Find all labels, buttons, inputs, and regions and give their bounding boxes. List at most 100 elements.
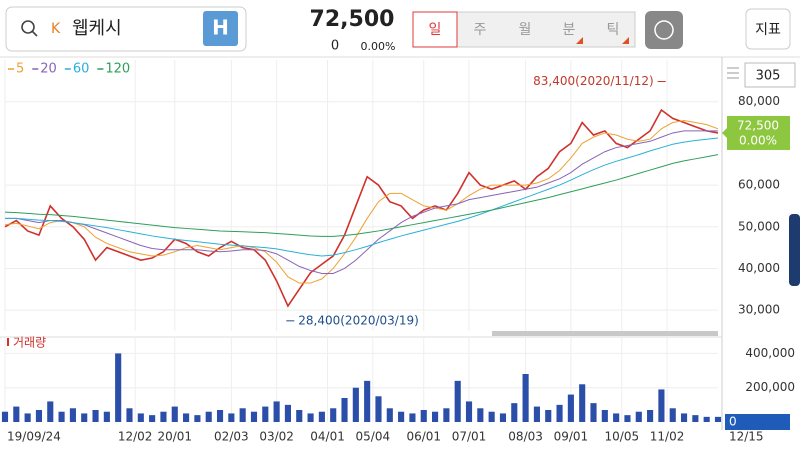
y-tick-label: 30,000 bbox=[738, 303, 780, 317]
scrollbar[interactable] bbox=[492, 331, 718, 336]
y-tick-label: 50,000 bbox=[738, 219, 780, 233]
tab[interactable]: 틱 bbox=[607, 22, 620, 38]
volume-bar bbox=[296, 410, 303, 422]
volume-bar bbox=[160, 411, 167, 422]
volume-current: 0 bbox=[729, 415, 737, 429]
volume-bar bbox=[149, 415, 156, 422]
x-tick-label: 06/01 bbox=[406, 430, 441, 444]
x-tick-label: 19/09/24 bbox=[7, 430, 61, 444]
volume-bar bbox=[680, 413, 688, 422]
volume-bar bbox=[216, 410, 224, 422]
stock-name: 웹케시 bbox=[72, 18, 122, 39]
volume-bar bbox=[579, 384, 586, 422]
search-box[interactable] bbox=[5, 6, 247, 52]
x-tick-label: 12/15 bbox=[729, 430, 764, 444]
volume-bar bbox=[658, 389, 665, 422]
price-line bbox=[4, 119, 719, 284]
price-tag-label: 72,500 bbox=[737, 118, 779, 132]
indicator-button[interactable] bbox=[745, 8, 791, 50]
volume-bar bbox=[545, 410, 552, 422]
x-tick-label: 02/03 bbox=[214, 430, 249, 444]
volume-bar bbox=[47, 401, 54, 422]
tab-arrow bbox=[576, 37, 583, 44]
tool-icon bbox=[654, 20, 674, 40]
volume-bar bbox=[647, 410, 654, 422]
volume-bar bbox=[590, 403, 597, 422]
volume-bar bbox=[250, 411, 258, 422]
volume-bar bbox=[703, 416, 710, 422]
volume-bar bbox=[126, 408, 133, 422]
volume-bar bbox=[69, 408, 76, 422]
volume-bar bbox=[262, 406, 269, 422]
price-line bbox=[4, 108, 719, 308]
volume-bar bbox=[499, 413, 507, 422]
x-tick-label: 08/03 bbox=[508, 430, 543, 444]
tool-button[interactable] bbox=[645, 11, 683, 49]
x-tick-label: 20/01 bbox=[157, 430, 192, 444]
price: 72,500 bbox=[310, 7, 395, 32]
h-button-label: H bbox=[212, 16, 229, 40]
market-badge: K bbox=[51, 21, 61, 37]
volume-bar bbox=[431, 411, 439, 422]
legend-label: 60 bbox=[73, 62, 90, 77]
volume-bar bbox=[567, 394, 574, 422]
price-line bbox=[5, 137, 719, 257]
change: 0 bbox=[331, 39, 339, 54]
side-tab[interactable] bbox=[789, 214, 800, 286]
tab[interactable]: 일 bbox=[429, 22, 442, 38]
x-tick-label: 07/01 bbox=[452, 430, 487, 444]
count: 305 bbox=[756, 69, 781, 84]
y-tick-label: 80,000 bbox=[738, 94, 780, 108]
volume-bar bbox=[398, 411, 405, 422]
volume-title: 거래량 bbox=[13, 336, 46, 350]
volume-bar bbox=[115, 353, 122, 422]
tab[interactable]: 주 bbox=[474, 22, 487, 38]
volume-bar bbox=[465, 401, 473, 422]
volume-bar bbox=[556, 404, 563, 422]
volume-bar bbox=[330, 408, 337, 422]
volume-bar bbox=[488, 411, 495, 422]
search-icon-handle bbox=[31, 30, 38, 37]
volume-bar bbox=[228, 413, 235, 422]
indicator-label: 지표 bbox=[755, 22, 781, 38]
volume-bar bbox=[601, 410, 608, 422]
x-tick-label: 05/04 bbox=[356, 430, 391, 444]
x-tick-label: 12/02 bbox=[118, 430, 153, 444]
volume-bar bbox=[273, 401, 280, 422]
volume-bar bbox=[477, 408, 484, 422]
volume-bar bbox=[613, 413, 620, 422]
volume-bar bbox=[81, 413, 88, 422]
volume-bar bbox=[24, 413, 31, 422]
annotation: 28,400(2020/03/19) bbox=[298, 313, 419, 327]
volume-bar bbox=[307, 413, 314, 422]
h-button[interactable] bbox=[203, 11, 238, 46]
tab-arrow bbox=[622, 37, 629, 44]
volume-bar bbox=[194, 415, 201, 422]
volume-bar bbox=[533, 406, 540, 422]
y-tick-label: 60,000 bbox=[738, 178, 780, 192]
volume-bar bbox=[635, 411, 642, 422]
y-tick-label: 400,000 bbox=[745, 346, 795, 360]
volume-bar bbox=[624, 415, 631, 422]
volume-bar bbox=[454, 380, 461, 422]
volume-bar bbox=[511, 403, 518, 422]
volume-bar bbox=[341, 398, 348, 422]
volume-bar bbox=[284, 404, 292, 422]
tab-selected[interactable] bbox=[412, 11, 458, 48]
volume-bar bbox=[171, 406, 178, 422]
x-tick-label: 10/05 bbox=[605, 430, 640, 444]
x-tick-label: 04/01 bbox=[310, 430, 345, 444]
tab[interactable]: 분 bbox=[563, 22, 576, 38]
volume-bar bbox=[58, 411, 65, 422]
volume-bar bbox=[103, 411, 110, 422]
volume-bar bbox=[183, 413, 190, 422]
volume-bar bbox=[386, 408, 393, 422]
volume-bar bbox=[364, 380, 371, 422]
menu-icon[interactable] bbox=[727, 67, 739, 79]
price-line bbox=[4, 154, 719, 237]
x-tick-label: 03/02 bbox=[259, 430, 294, 444]
tab[interactable]: 월 bbox=[519, 22, 532, 38]
volume-bar bbox=[692, 415, 699, 422]
